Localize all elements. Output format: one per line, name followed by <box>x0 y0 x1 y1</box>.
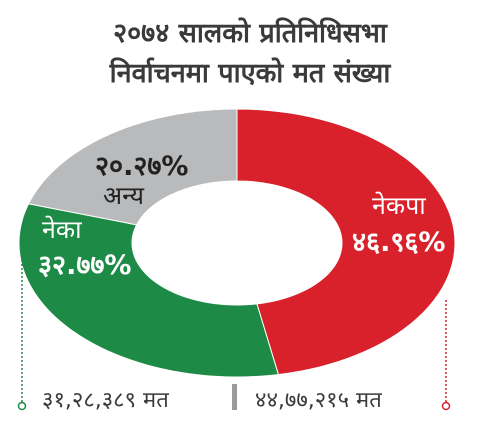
label-nekapa-name: नेकपा <box>372 191 426 220</box>
vote-count-neka: ३१,२८,३८९ मत <box>42 388 169 413</box>
label-nekapa-value: ४६.९६% <box>352 227 445 258</box>
label-neka-value: ३२.७७% <box>38 250 131 281</box>
label-anya-value: २०.२७% <box>95 151 188 182</box>
vote-count-nekapa: ४४,७७,२१५ मत <box>255 388 382 413</box>
chart-title-line-1: २०७४ सालको प्रतिनिधिसभा <box>113 17 388 49</box>
slice-anya <box>27 108 238 226</box>
label-neka-name: नेका <box>42 215 82 244</box>
leader-neka <box>17 260 27 411</box>
label-anya-name: अन्य <box>103 181 144 210</box>
vote-divider <box>232 384 237 410</box>
chart-title-line-2: निर्वाचनमा पाएको मत संख्या <box>109 57 392 89</box>
donut <box>18 108 456 378</box>
leader-nekapa <box>441 300 451 411</box>
